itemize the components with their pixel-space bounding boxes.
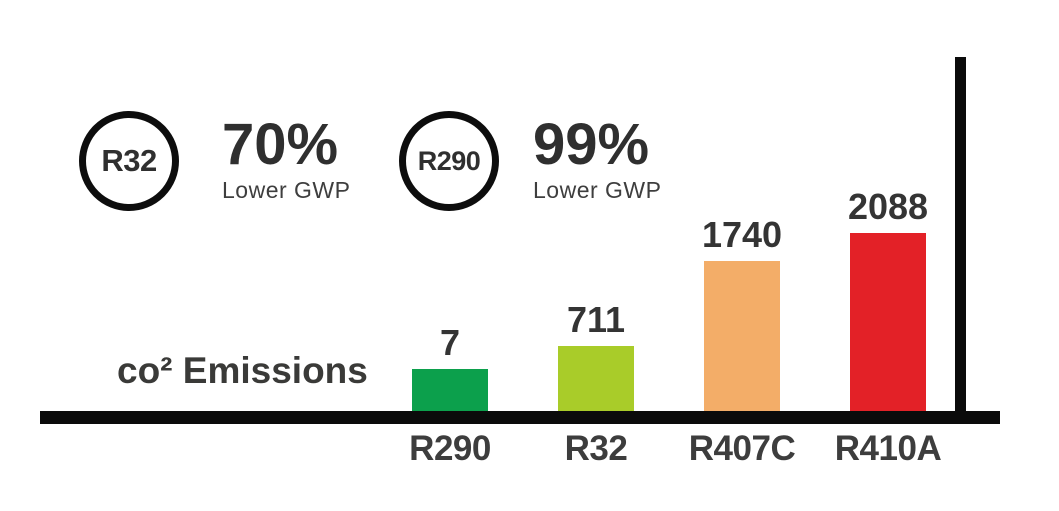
r290-percent: 99% [533, 112, 650, 177]
x-axis-line [40, 411, 1000, 424]
r32-subtext: Lower GWP [222, 177, 351, 203]
bar [704, 261, 780, 411]
category-label: R407C [688, 429, 796, 468]
category-label: R290 [409, 429, 491, 468]
r290-badge-label: R290 [417, 145, 481, 176]
r32-badge-text: 70% Lower GWP [222, 116, 350, 202]
bar-value-label: 711 [566, 299, 626, 340]
category-labels-row: R290 R32 R407C R410A [409, 429, 942, 468]
bar-value-label: 7 [439, 322, 461, 363]
r290-subtext: Lower GWP [533, 177, 662, 203]
bar-value-label: 1740 [701, 214, 783, 255]
bar [558, 346, 634, 411]
bar-group: 7 [412, 325, 488, 411]
r290-badge-text: 99% Lower GWP [533, 116, 661, 202]
y-axis-title: co² Emissions [117, 350, 368, 391]
r32-badge-circle: R32 [79, 111, 179, 211]
category-label: R410A [834, 429, 942, 468]
bar [850, 233, 926, 411]
bar-group: 1740 [701, 214, 783, 411]
bar-value-label: 2088 [847, 186, 929, 227]
r290-badge-circle: R290 [399, 111, 499, 211]
bar-group: 2088 [847, 186, 929, 411]
category-label: R32 [564, 429, 628, 468]
r32-badge-label: R32 [101, 143, 157, 178]
bars-container: 7 711 1740 2088 [412, 186, 929, 411]
r32-percent: 70% [222, 112, 339, 177]
bar-group: 711 [558, 302, 634, 411]
y-axis-line [955, 57, 966, 424]
bar [412, 369, 488, 411]
